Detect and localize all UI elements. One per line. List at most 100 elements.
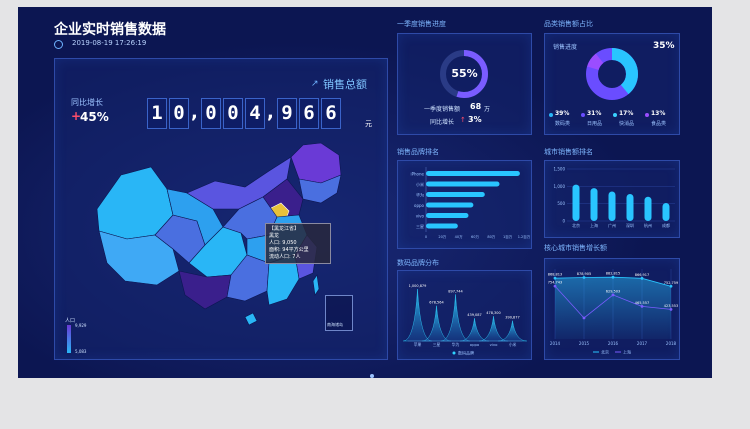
category-label: 上海 bbox=[590, 222, 598, 228]
bar bbox=[426, 213, 469, 218]
area-peak bbox=[479, 316, 508, 342]
tooltip-line: 人口: 9,050 bbox=[269, 240, 297, 246]
map-region-yunnan bbox=[178, 270, 232, 310]
map-region-hainan bbox=[244, 312, 258, 326]
digit-tile: 0 bbox=[223, 98, 243, 129]
data-point bbox=[553, 276, 557, 280]
bottom-scroll-dot[interactable] bbox=[370, 374, 374, 378]
category-legend-item: 13% 食品类 bbox=[645, 110, 677, 132]
legend-label: 数码品牌 bbox=[458, 350, 474, 356]
category-label: oppo bbox=[414, 203, 425, 208]
quarter-panel: 55% 一季度销售额 68 万 同比增长 ↑ 3% bbox=[397, 33, 532, 135]
data-point bbox=[669, 284, 673, 288]
core-city-chart: 2014 2015 2016 2017 2018 868,813 878,905 882,81… bbox=[548, 269, 678, 355]
legend-dot-icon bbox=[581, 113, 585, 117]
category-pct: 13% bbox=[651, 110, 666, 117]
south-sea-inset: 南海诸岛 bbox=[325, 295, 353, 331]
data-point bbox=[582, 316, 586, 320]
inset-label: 南海诸岛 bbox=[327, 322, 343, 327]
category-label: vivo bbox=[490, 342, 499, 347]
data-label: 1,000,879 bbox=[409, 284, 427, 288]
bar bbox=[662, 202, 670, 221]
tick-label: 1.2百万 bbox=[518, 235, 531, 239]
data-label: 629,503 bbox=[606, 289, 620, 293]
brand-rank-panel: iPhone 小米 华为 oppo vivo 三星 0 20万 40万 60万 80万 1百万 1.2百… bbox=[397, 160, 532, 249]
digit-tile: 6 bbox=[321, 98, 341, 129]
legend-label: 北京 bbox=[601, 349, 609, 355]
quarter-percent: 55% bbox=[451, 67, 478, 80]
map-region-taiwan bbox=[312, 274, 320, 296]
map-region-heilongjiang bbox=[290, 142, 342, 184]
tooltip-line: 流动人口: 7人 bbox=[269, 254, 301, 260]
core-city-panel: 2014 2015 2016 2017 2018 868,813 878,905 882,81… bbox=[544, 258, 680, 360]
category-label: 广州 bbox=[608, 222, 616, 228]
data-label: 423,553 bbox=[664, 304, 678, 308]
digit-tile: 9 bbox=[277, 98, 297, 129]
data-label: 882,815 bbox=[606, 272, 620, 276]
data-label: 678,564 bbox=[429, 301, 444, 305]
digit-tile: 0 bbox=[169, 98, 189, 129]
category-label: 华为 bbox=[416, 192, 424, 198]
category-name: 数码类 bbox=[555, 121, 571, 127]
category-label: 深圳 bbox=[626, 222, 634, 228]
category-label: 成都 bbox=[662, 222, 670, 228]
page-title: 企业实时销售数据 bbox=[54, 22, 166, 38]
category-label: 三星 bbox=[433, 342, 441, 347]
data-label: 390,877 bbox=[505, 316, 519, 320]
tick-label: 20万 bbox=[438, 235, 446, 239]
category-label: 小米 bbox=[509, 342, 517, 347]
digit-separator: , bbox=[267, 102, 274, 123]
area-peak bbox=[460, 318, 489, 342]
tick-label: 2018 bbox=[666, 341, 677, 346]
ring-progress bbox=[440, 50, 488, 98]
quarter-sales-label: 一季度销售额 bbox=[424, 106, 461, 113]
data-label: 754,743 bbox=[548, 281, 562, 285]
area-peak bbox=[403, 288, 432, 342]
data-point bbox=[611, 275, 615, 279]
tick-label: 2015 bbox=[579, 341, 590, 346]
tooltip-title: 【黑龙江省】 bbox=[269, 226, 300, 232]
bar bbox=[590, 188, 598, 221]
category-name: 快消品 bbox=[619, 121, 635, 127]
bar bbox=[426, 171, 520, 176]
sales-total-label: 销售总额 bbox=[323, 78, 367, 91]
quarter-progress-ring bbox=[440, 50, 488, 98]
tick-label: 60万 bbox=[471, 235, 479, 239]
area-peak bbox=[441, 294, 470, 342]
legend-dot-icon bbox=[645, 113, 649, 117]
category-label: 华为 bbox=[452, 342, 460, 347]
category-pct: 31% bbox=[587, 110, 602, 117]
legend-dot-icon bbox=[613, 113, 617, 117]
data-point bbox=[611, 293, 615, 297]
digit-tile: 1 bbox=[147, 98, 167, 129]
tick-label: 500 bbox=[557, 201, 565, 206]
digit-tile: 0 bbox=[201, 98, 221, 129]
category-legend-item: 17% 快消品 bbox=[613, 110, 645, 132]
growth-sign: + bbox=[71, 109, 82, 123]
data-point bbox=[553, 284, 557, 288]
area-peak bbox=[498, 320, 527, 342]
data-label: 478,300 bbox=[486, 311, 500, 315]
brand-dist-panel: 1,000,879 苹果 678,564 三星 897,744 华为 439,087 oppo… bbox=[397, 270, 532, 360]
category-legend-item: 31% 日用品 bbox=[581, 110, 613, 132]
legend-dot-icon bbox=[452, 351, 456, 355]
area-fill bbox=[555, 277, 671, 339]
quarter-growth-arrow: ↑ bbox=[460, 116, 466, 124]
brand-dist-chart: 1,000,879 苹果 678,564 三星 897,744 华为 439,087 oppo… bbox=[403, 284, 527, 356]
tooltip-line: 面积: 94平方公里 bbox=[269, 247, 309, 253]
data-label: 439,087 bbox=[467, 313, 481, 317]
tick-label: 1百万 bbox=[503, 235, 513, 239]
category-label: 小米 bbox=[416, 181, 424, 187]
tick-label: 2014 bbox=[550, 341, 561, 346]
data-label: 868,813 bbox=[548, 273, 562, 277]
category-donut bbox=[586, 48, 638, 100]
category-pct: 39% bbox=[555, 110, 570, 117]
bar bbox=[608, 191, 616, 221]
digit-tile: 4 bbox=[245, 98, 265, 129]
map-tooltip: 【黑龙江省】 黑龙 人口: 9,050 面积: 94平方公里 流动人口: 7人 bbox=[265, 223, 331, 264]
category-label: vivo bbox=[416, 214, 425, 219]
tick-label: 2017 bbox=[637, 341, 648, 346]
bar bbox=[426, 223, 458, 229]
